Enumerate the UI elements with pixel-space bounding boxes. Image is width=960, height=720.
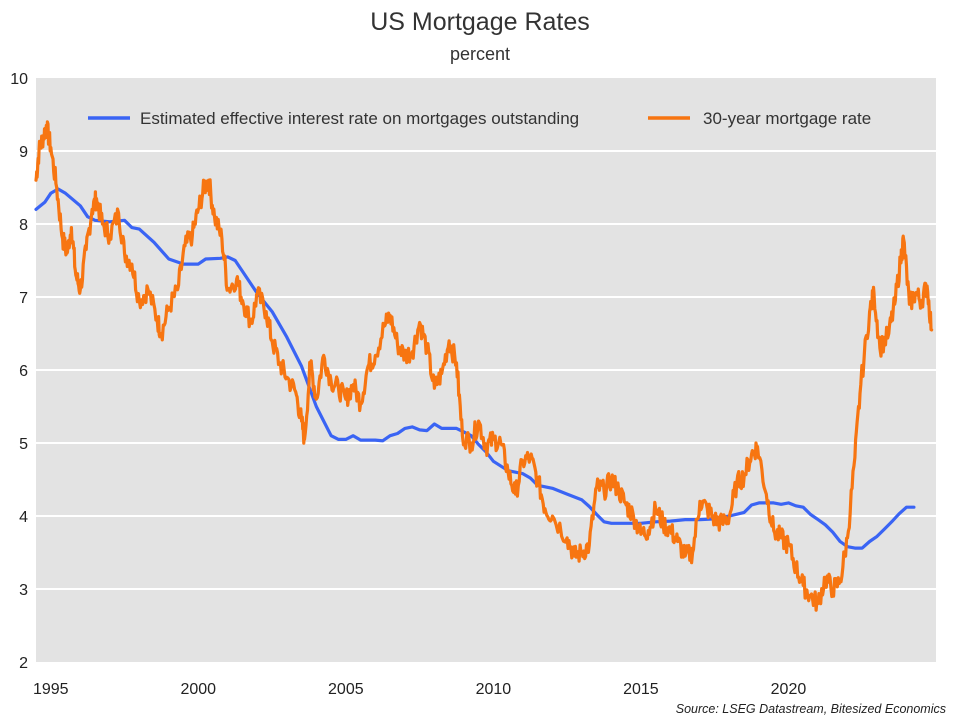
legend-label: 30-year mortgage rate: [703, 109, 871, 128]
y-tick-label: 8: [19, 217, 28, 234]
mortgage-30y-line: [34, 120, 934, 612]
y-tick-label: 4: [19, 509, 28, 526]
chart-subtitle: percent: [449, 44, 511, 64]
x-tick-label: 1995: [33, 681, 69, 698]
x-tick-label: 2005: [328, 681, 364, 698]
x-tick-label: 2015: [623, 681, 659, 698]
y-tick-label: 3: [19, 582, 28, 599]
x-tick-label: 2010: [476, 681, 512, 698]
x-axis: 1995 2000 2005 2010 2015 2020: [33, 681, 806, 698]
source-note: Source: LSEG Datastream, Bitesized Econo…: [675, 702, 946, 716]
y-tick-label: 6: [19, 363, 28, 380]
series-layer: [34, 120, 934, 612]
legend-label: Estimated effective interest rate on mor…: [140, 109, 579, 128]
y-tick-label: 9: [19, 144, 28, 161]
y-tick-label: 7: [19, 290, 28, 307]
legend: Estimated effective interest rate on mor…: [88, 109, 871, 128]
y-tick-label: 2: [19, 655, 28, 672]
x-tick-label: 2020: [771, 681, 807, 698]
y-axis: 2 3 4 5 6 7 8 9 10: [10, 71, 28, 672]
y-tick-label: 5: [19, 436, 28, 453]
chart-title: US Mortgage Rates: [370, 8, 590, 36]
x-tick-label: 2000: [180, 681, 216, 698]
y-tick-label: 10: [10, 71, 28, 88]
